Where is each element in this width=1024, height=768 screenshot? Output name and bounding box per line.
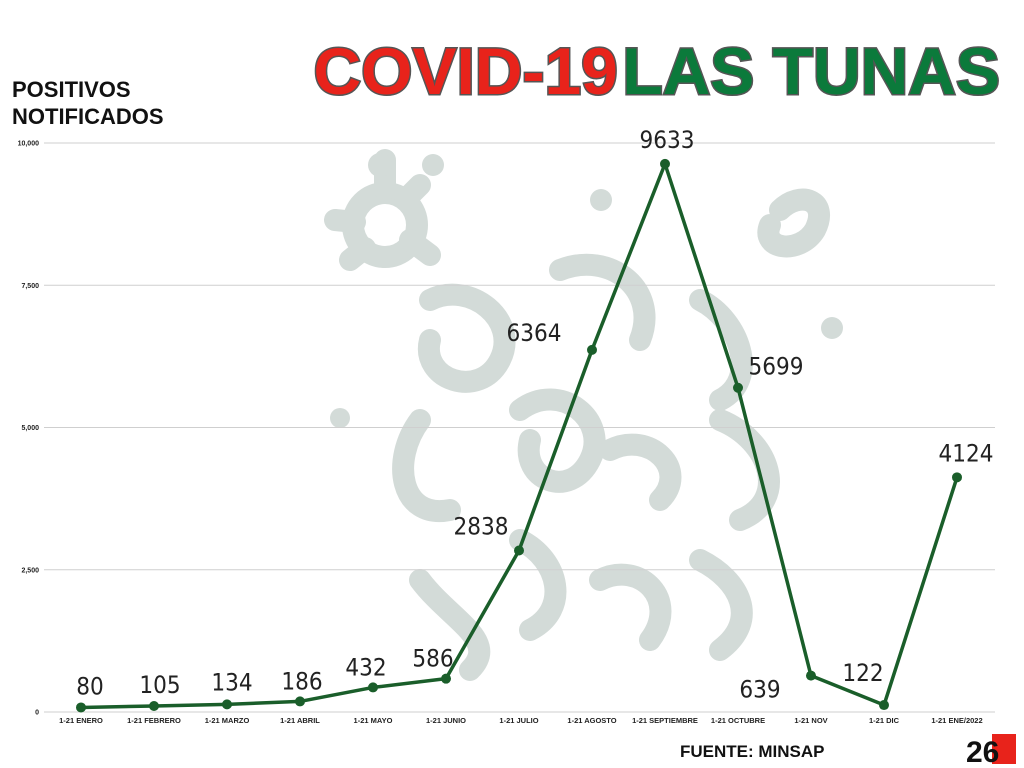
data-point xyxy=(368,682,378,693)
data-label: 9633 xyxy=(640,126,695,154)
data-point xyxy=(149,701,159,712)
chart-title: COVID-19 LAS TUNAS xyxy=(313,34,1000,108)
data-label: 4124 xyxy=(939,439,994,467)
y-tick-label: 10,000 xyxy=(18,141,40,148)
data-point xyxy=(222,699,232,710)
data-label: 6364 xyxy=(507,319,562,347)
data-point xyxy=(733,382,743,393)
data-point xyxy=(441,673,451,684)
x-tick-label: 1-21 SEPTIEMBRE xyxy=(632,716,698,725)
x-tick-label: 1-21 ENERO xyxy=(59,716,103,725)
data-label: 186 xyxy=(281,667,322,695)
data-label: 639 xyxy=(739,676,780,704)
x-tick-label: 1-21 NOV xyxy=(794,716,827,725)
data-point xyxy=(514,545,524,556)
source-text: FUENTE: MINSAP xyxy=(680,742,825,761)
grid-lines xyxy=(44,142,995,713)
x-tick-label: 1-21 MAYO xyxy=(354,716,393,725)
data-label: 586 xyxy=(412,645,453,673)
data-point xyxy=(660,158,670,169)
y-tick-label: 0 xyxy=(35,710,39,717)
data-point xyxy=(806,670,816,681)
title-las-tunas: LAS TUNAS xyxy=(622,34,1000,108)
data-label: 134 xyxy=(211,668,252,696)
x-axis-ticks: 1-21 ENERO 1-21 FEBRERO 1-21 MARZO 1-21 ABR… xyxy=(59,716,983,725)
data-point xyxy=(952,472,962,483)
x-tick-label: 1-21 ENE/2022 xyxy=(931,716,982,725)
data-label: 122 xyxy=(842,659,883,687)
x-tick-label: 1-21 ABRIL xyxy=(280,716,320,725)
logo-text: 26 xyxy=(966,736,999,768)
x-tick-label: 1-21 MARZO xyxy=(205,716,250,725)
data-point xyxy=(295,696,305,707)
series-line-group xyxy=(76,158,962,713)
data-label: 5699 xyxy=(749,353,804,381)
x-tick-label: 1-21 DIC xyxy=(869,716,900,725)
x-tick-label: 1-21 JULIO xyxy=(499,716,538,725)
virus-watermark-icon xyxy=(324,149,843,681)
title-covid: COVID-19 xyxy=(313,34,617,108)
data-labels: 80 105 134 186 432 586 2838 6364 9633 5699 639 122 4… xyxy=(76,126,993,704)
y-tick-label: 2,500 xyxy=(21,567,39,574)
data-point xyxy=(587,344,597,355)
y-axis-label-line-2: NOTIFICADOS xyxy=(12,104,164,129)
data-point xyxy=(76,702,86,713)
data-label: 80 xyxy=(76,672,103,700)
y-axis-label-line-1: POSITIVOS xyxy=(12,77,131,102)
data-point xyxy=(879,700,889,711)
x-tick-label: 1-21 JUNIO xyxy=(426,716,466,725)
logo-26-icon: 26 xyxy=(966,734,1016,768)
data-label: 105 xyxy=(139,671,180,699)
y-tick-label: 5,000 xyxy=(21,425,39,432)
x-tick-label: 1-21 FEBRERO xyxy=(127,716,181,725)
y-tick-label: 7,500 xyxy=(21,283,39,290)
data-label: 2838 xyxy=(454,513,509,541)
series-line xyxy=(79,162,959,710)
x-tick-label: 1-21 OCTUBRE xyxy=(711,716,765,725)
y-axis-ticks: 0 2,500 5,000 7,500 10,000 xyxy=(18,141,40,717)
data-label: 432 xyxy=(345,653,386,681)
x-tick-label: 1-21 AGOSTO xyxy=(567,716,616,725)
